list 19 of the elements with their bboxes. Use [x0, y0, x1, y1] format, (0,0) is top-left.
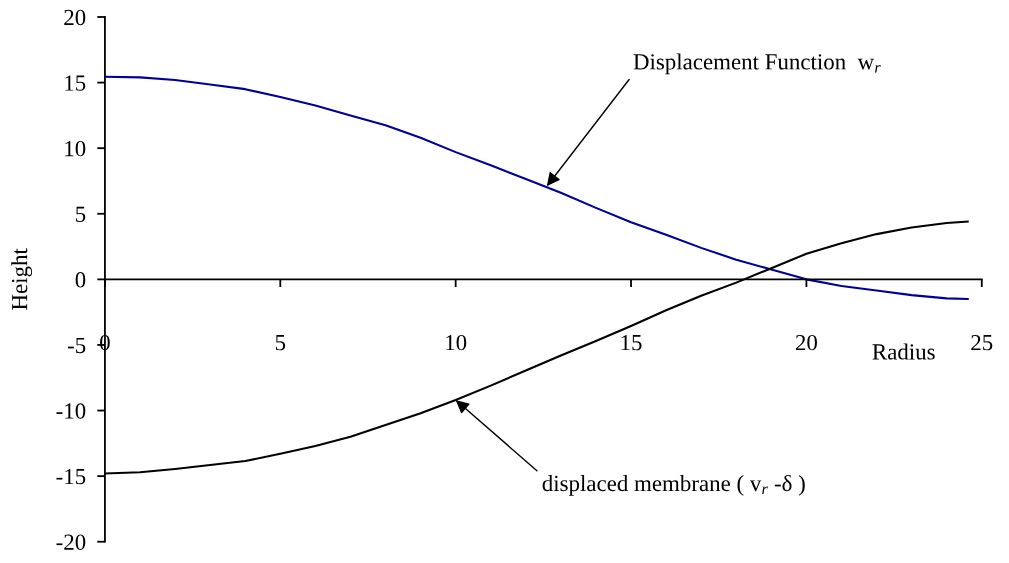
y-tick-label: 10 [65, 140, 86, 157]
y-axis-title: Height [11, 248, 33, 310]
x-axis-title: Radius [872, 343, 935, 360]
x-tick-label: 5 [275, 335, 286, 351]
y-tick-label: 20 [64, 9, 86, 26]
line-series [104, 75, 969, 301]
y-tick-label: -5 [67, 337, 86, 354]
x-tick-label: 25 [971, 334, 993, 351]
y-tick-label: -10 [56, 403, 86, 419]
y-tick-label: 15 [65, 75, 86, 91]
y-tick-label: 0 [75, 272, 86, 288]
y-tick-label: -20 [56, 534, 86, 550]
x-tick-label: 15 [621, 335, 642, 351]
x-tick-label: 10 [446, 334, 467, 351]
annotation: Displacement Function w$_{r}$ [633, 53, 881, 75]
y-tick-label: 5 [76, 206, 86, 222]
x-tick-label: 20 [795, 334, 817, 351]
y-tick-label: -15 [56, 468, 86, 485]
annotation: displaced membrane ( v$_{r}$ -δ ) [542, 474, 805, 496]
